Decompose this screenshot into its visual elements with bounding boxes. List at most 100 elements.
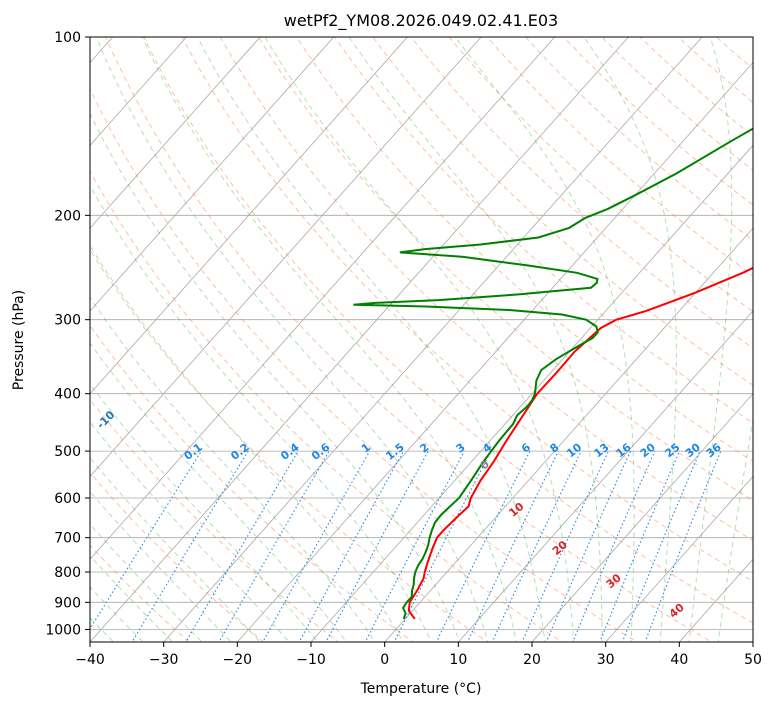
mixing-ratio-line bbox=[466, 450, 559, 642]
moist-adiabat-line bbox=[717, 417, 753, 642]
dry-adiabat-line bbox=[739, 24, 775, 654]
dry-adiabat-line bbox=[562, 37, 753, 206]
axes: −40 −30 −20 −10 0 10 20 30 40 5010020030040050060… bbox=[45, 30, 762, 668]
dry-adiabat-line bbox=[334, 37, 753, 424]
mixing-ratio-line bbox=[185, 450, 299, 642]
moist-adiabat-line bbox=[90, 112, 461, 642]
moist-adiabat-label: 20 bbox=[550, 538, 570, 558]
dry-adiabat-label: -10 bbox=[94, 408, 117, 431]
x-tick-label: −20 bbox=[223, 652, 253, 668]
moist-adiabat-line bbox=[454, 37, 635, 642]
dry-adiabat-line bbox=[90, 324, 414, 642]
dry-adiabat-line bbox=[143, 37, 753, 624]
moist-adiabat-line bbox=[264, 37, 575, 642]
mixing-ratio-line bbox=[599, 450, 681, 642]
dry-adiabat-line bbox=[105, 37, 713, 642]
mixing-ratio-line bbox=[298, 450, 404, 642]
x-axis-label: Temperature (°C) bbox=[360, 681, 482, 697]
x-tick-label: −30 bbox=[149, 652, 179, 668]
dry-adiabat-line bbox=[372, 37, 753, 386]
isotherm-line bbox=[90, 37, 482, 478]
moist-adiabat-label: 10 bbox=[506, 500, 526, 520]
dry-adiabat-line bbox=[410, 37, 753, 349]
x-tick-label: 50 bbox=[744, 652, 762, 668]
dry-adiabat-line bbox=[90, 398, 339, 642]
y-tick-label: 900 bbox=[54, 595, 81, 611]
y-tick-label: 400 bbox=[54, 387, 81, 403]
isotherm-line bbox=[531, 393, 753, 642]
background-lines bbox=[90, 24, 775, 654]
mixing-ratio-line bbox=[572, 450, 656, 642]
moist-adiabat-line bbox=[95, 37, 489, 642]
mixing-ratio-label: 30 bbox=[683, 440, 703, 460]
mixing-ratio-label: 0.2 bbox=[228, 441, 251, 463]
isotherm-line bbox=[605, 475, 753, 642]
isotherm-line bbox=[90, 37, 408, 395]
mixing-ratio-label: 3 bbox=[454, 441, 468, 456]
moist-adiabat-line bbox=[688, 37, 733, 642]
y-tick-label: 100 bbox=[54, 30, 81, 46]
dry-adiabat-line bbox=[295, 37, 753, 462]
x-tick-label: 0 bbox=[380, 652, 389, 668]
dry-adiabat-line bbox=[181, 37, 753, 582]
moist-adiabat-line bbox=[90, 342, 347, 642]
dewpoint-line bbox=[353, 127, 753, 620]
dry-adiabat-line bbox=[90, 87, 638, 642]
x-tick-label: −10 bbox=[296, 652, 326, 668]
x-tick-label: 20 bbox=[523, 652, 541, 668]
isotherm-line bbox=[236, 61, 753, 642]
temperature-line bbox=[407, 266, 753, 620]
y-tick-label: 300 bbox=[54, 313, 81, 329]
moist-adiabat-line bbox=[141, 37, 518, 642]
isotherm-line bbox=[310, 144, 753, 642]
mixing-ratio-label: 1.5 bbox=[383, 441, 406, 463]
dry-adiabat-line bbox=[448, 37, 753, 313]
isotherm-line bbox=[163, 37, 703, 642]
dry-adiabat-line bbox=[219, 37, 753, 542]
moist-adiabat-line bbox=[196, 37, 546, 642]
mixing-ratio-label: 13 bbox=[591, 441, 611, 461]
mixing-ratio-line bbox=[545, 450, 632, 642]
moist-adiabat-line bbox=[90, 383, 319, 642]
moist-adiabat-line bbox=[90, 421, 290, 642]
isotherm-line bbox=[90, 37, 335, 312]
isotherm-line bbox=[90, 37, 629, 642]
chart-title: wetPf2_YM08.2026.049.02.41.E03 bbox=[284, 11, 558, 31]
moist-adiabat-label: 40 bbox=[667, 601, 687, 621]
moist-adiabat-line bbox=[583, 37, 677, 642]
mixing-ratio-line bbox=[90, 450, 202, 630]
mixing-ratio-label: 2 bbox=[418, 441, 432, 456]
y-tick-label: 800 bbox=[54, 565, 81, 581]
y-tick-label: 700 bbox=[54, 531, 81, 547]
y-axis-label: Pressure (hPa) bbox=[11, 290, 27, 390]
isotherm-line bbox=[457, 310, 753, 642]
moist-adiabat-line bbox=[348, 37, 603, 642]
mixing-ratio-label: 36 bbox=[704, 440, 724, 460]
y-tick-label: 500 bbox=[54, 444, 81, 460]
mixing-ratio-line bbox=[218, 450, 330, 642]
mixing-ratio-label: 10 bbox=[564, 440, 584, 460]
dry-adiabat-line bbox=[715, 37, 753, 70]
moist-adiabat-line bbox=[90, 555, 174, 642]
moist-adiabat-line bbox=[90, 457, 261, 642]
mixing-ratio-label: 16 bbox=[614, 440, 634, 460]
dry-adiabat-line bbox=[257, 37, 753, 502]
isotherm-line bbox=[678, 558, 753, 642]
dry-adiabat-line bbox=[601, 37, 753, 171]
isotherm-line bbox=[752, 641, 753, 642]
moist-adiabat-label: 0 bbox=[478, 457, 492, 472]
moist-adiabat-line bbox=[90, 490, 232, 642]
y-tick-label: 200 bbox=[54, 208, 81, 224]
isotherm-line bbox=[384, 227, 753, 642]
dry-adiabat-line bbox=[90, 170, 564, 642]
mixing-ratio-label: 0.4 bbox=[278, 440, 302, 462]
mixing-ratio-line bbox=[393, 450, 492, 642]
y-tick-label: 600 bbox=[54, 491, 81, 507]
mixing-ratio-label: 6 bbox=[519, 440, 533, 455]
dry-adiabat-line bbox=[524, 37, 753, 241]
mixing-ratio-line bbox=[435, 450, 531, 642]
mixing-ratio-label: 0.6 bbox=[309, 440, 333, 462]
dry-adiabat-line bbox=[90, 544, 190, 642]
data-lines bbox=[353, 127, 753, 620]
